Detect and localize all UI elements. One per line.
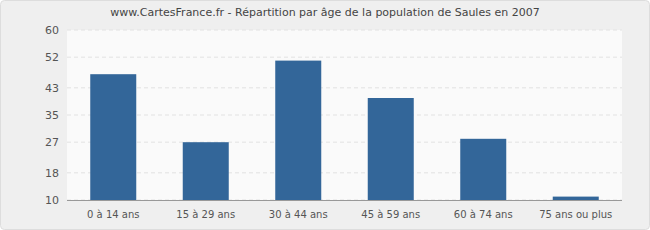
chart-svg: www.CartesFrance.fr - Répartition par âg… xyxy=(0,0,650,230)
y-tick-label: 27 xyxy=(45,136,59,149)
y-tick-label: 60 xyxy=(45,24,59,37)
y-tick-label: 10 xyxy=(45,194,59,207)
bar xyxy=(460,139,506,200)
x-tick-label: 0 à 14 ans xyxy=(87,209,139,220)
bar xyxy=(275,61,321,200)
plot-area xyxy=(67,30,622,200)
x-tick-label: 60 à 74 ans xyxy=(454,209,513,220)
x-tick-label: 75 ans ou plus xyxy=(539,209,612,220)
bars xyxy=(90,61,599,200)
bar xyxy=(553,197,599,200)
bar xyxy=(90,74,136,200)
x-tick-label: 45 à 59 ans xyxy=(361,209,420,220)
y-tick-label: 35 xyxy=(45,109,59,122)
grid-line xyxy=(67,172,622,173)
x-tick-label: 15 à 29 ans xyxy=(176,209,235,220)
title: www.CartesFrance.fr - Répartition par âg… xyxy=(110,6,539,19)
chart-container: www.CartesFrance.fr - Répartition par âg… xyxy=(0,0,650,230)
grid-line xyxy=(67,87,622,88)
grid-line xyxy=(67,115,622,116)
grid-line xyxy=(67,142,622,143)
bar xyxy=(183,142,229,200)
y-tick-label: 52 xyxy=(45,51,59,64)
bar xyxy=(368,98,414,200)
x-tick-label: 30 à 44 ans xyxy=(269,209,328,220)
y-tick-label: 18 xyxy=(45,167,59,180)
grid-line xyxy=(67,200,622,201)
background xyxy=(1,1,650,230)
grid-line xyxy=(67,30,622,31)
grid-line xyxy=(67,57,622,58)
x-axis xyxy=(67,200,622,201)
y-tick-label: 43 xyxy=(45,82,59,95)
